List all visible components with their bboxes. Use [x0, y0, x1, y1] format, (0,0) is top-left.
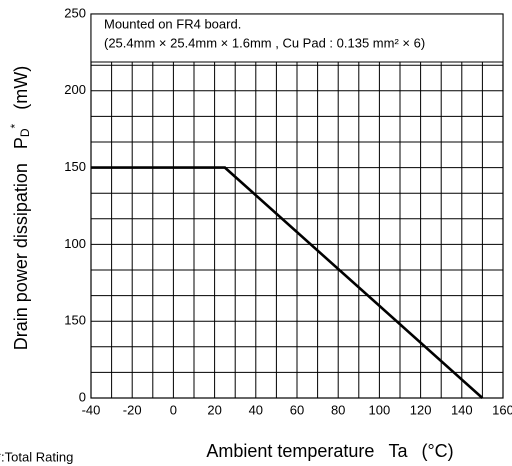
y-tick-label: 200 — [64, 82, 86, 97]
x-tick-label: 20 — [207, 402, 221, 417]
x-tick-label: 0 — [170, 402, 177, 417]
grid — [90, 13, 504, 399]
y-axis-label-text: Drain power dissipation — [11, 163, 31, 350]
annotation-box — [90, 13, 504, 63]
y-tick-label: 0 — [79, 389, 86, 404]
y-axis-label: Drain power dissipation PD* (mW) — [8, 66, 32, 350]
x-tick-label: 40 — [249, 402, 263, 417]
x-tick-label: 160 — [492, 402, 512, 417]
y-axis-unit: (mW) — [11, 66, 31, 110]
x-tick-label: 100 — [369, 402, 391, 417]
y-axis-symbol: P — [11, 137, 31, 149]
x-tick-label: -20 — [123, 402, 142, 417]
y-tick-label: 250 — [64, 5, 86, 20]
x-axis-label: Ambient temperature Ta (°C) — [206, 441, 453, 461]
annotation: (25.4mm × 25.4mm × 1.6mm , Cu Pad : 0.13… — [104, 35, 425, 50]
annotation: Mounted on FR4 board. — [104, 16, 241, 31]
x-tick-label: 120 — [410, 402, 432, 417]
x-axis-symbol: Ta — [388, 441, 408, 461]
y-tick-label: 100 — [64, 236, 86, 251]
x-axis-label-text: Ambient temperature — [206, 441, 374, 461]
y-tick-label: 150 — [64, 159, 86, 174]
y-axis-superscript: * — [8, 123, 22, 128]
x-tick-label: 60 — [290, 402, 304, 417]
x-tick-label: 140 — [451, 402, 473, 417]
line-series — [91, 166, 484, 399]
x-tick-label: -40 — [82, 402, 101, 417]
x-tick-label: 80 — [331, 402, 345, 417]
y-axis-subscript: D — [18, 128, 32, 137]
y-tick-label: 150 — [64, 313, 86, 328]
x-axis-unit: (°C) — [421, 441, 453, 461]
footnote: *:Total Rating — [0, 449, 73, 464]
